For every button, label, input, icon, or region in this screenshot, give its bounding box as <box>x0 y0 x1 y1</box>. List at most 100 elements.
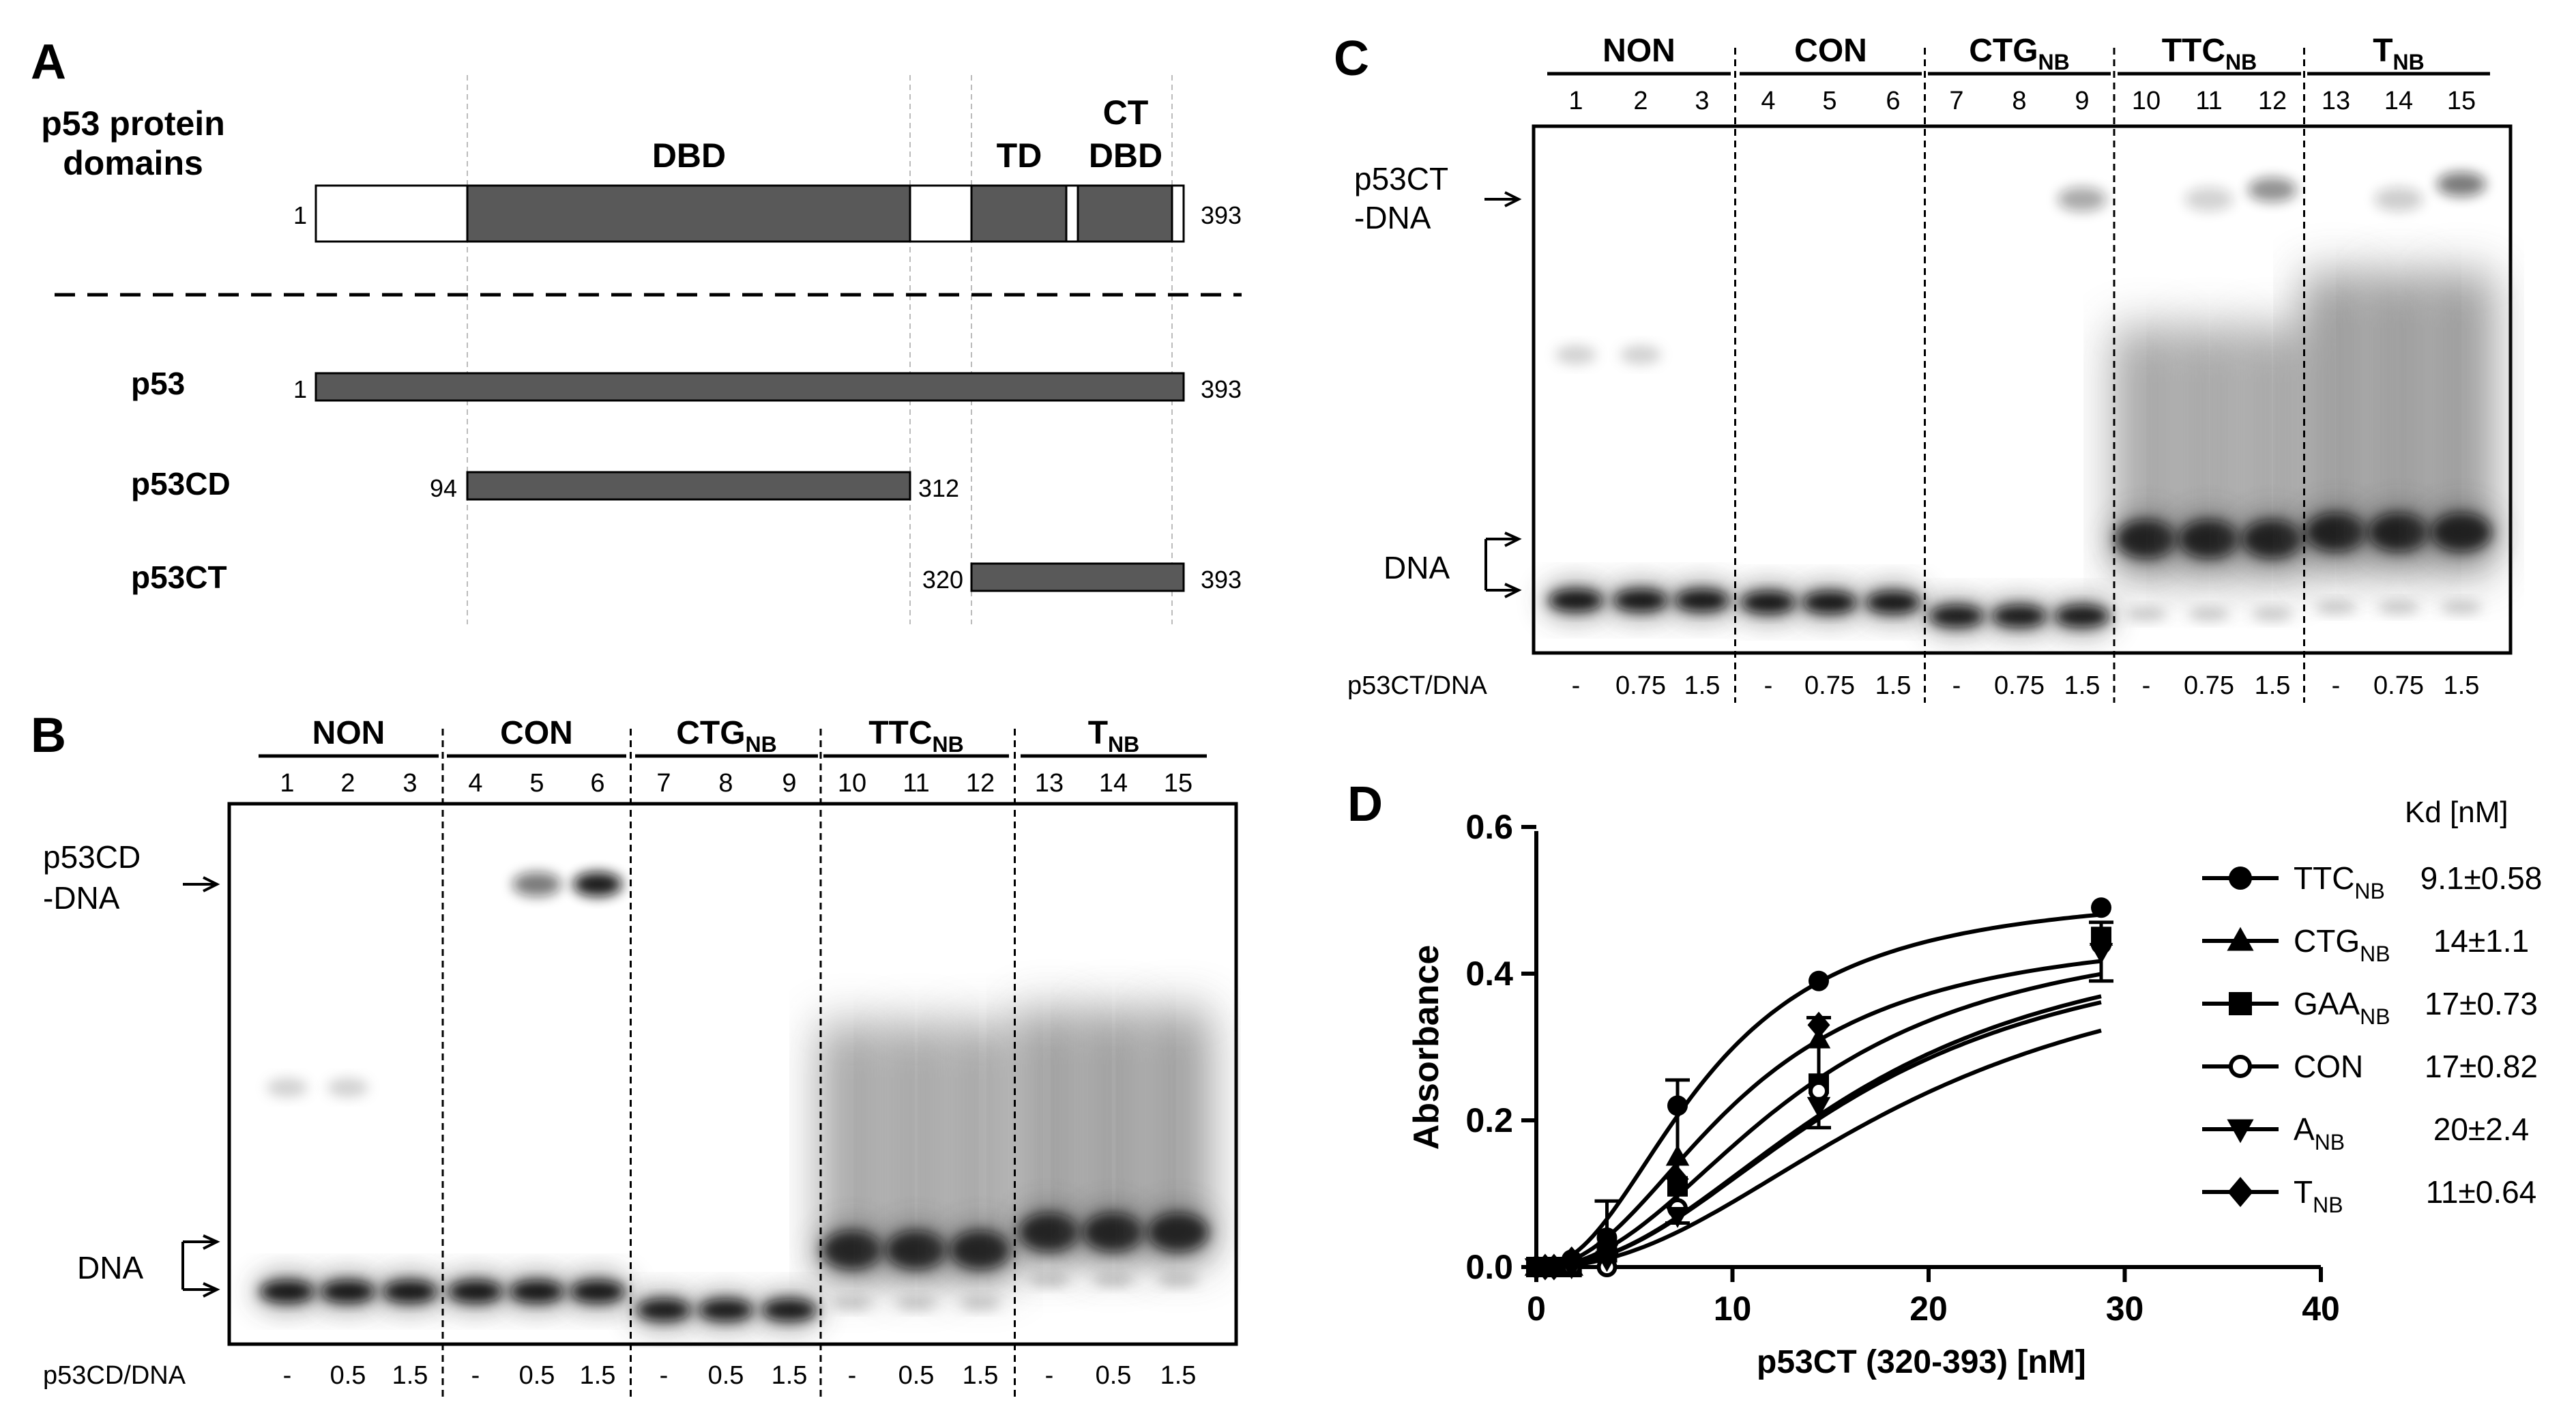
ratio-value: - <box>1572 671 1581 700</box>
legend-label: CTGNB <box>2294 923 2390 966</box>
ratio-value: 0.5 <box>519 1361 555 1390</box>
lower-band <box>960 1296 1001 1310</box>
x-tick-label: 10 <box>1714 1290 1752 1328</box>
complex-band <box>2184 187 2234 212</box>
legend-kd-value: 11±0.64 <box>2426 1174 2537 1210</box>
group-label-ttc: TTCNB <box>2162 33 2257 74</box>
legend-kd-value: 20±2.4 <box>2433 1111 2529 1147</box>
lane-number: 6 <box>1886 87 1900 115</box>
faint-band <box>1555 345 1596 364</box>
dna-band <box>510 1281 564 1303</box>
dna-band <box>1019 1213 1079 1251</box>
legend-item-a-nb: ANB 20±2.4 <box>2202 1111 2529 1154</box>
construct-p53cd: p53CD 94 312 <box>131 466 959 502</box>
ratio-value: - <box>1764 671 1773 700</box>
gel-lane <box>631 1291 697 1329</box>
legend-item-ctg-nb: CTGNB 14±1.1 <box>2202 923 2529 966</box>
dna-band <box>1802 592 1857 613</box>
legend-kd-value: 14±1.1 <box>2433 923 2529 959</box>
group-label-subscript: NB <box>2393 50 2425 74</box>
x-axis-label: p53CT (320-393) [nM] <box>1757 1344 2086 1380</box>
lower-band <box>2252 607 2293 621</box>
dna-band <box>2369 513 2429 551</box>
lane-number: 13 <box>2322 87 2350 115</box>
ratio-value: - <box>1952 671 1961 700</box>
group-label-con: CON <box>1794 33 1867 69</box>
panel-d-letter: D <box>1347 777 1383 832</box>
ratio-value: 0.75 <box>2184 671 2234 700</box>
fit-curve-a-nb <box>1536 1028 2102 1269</box>
gel-lane <box>377 1272 443 1311</box>
data-point-a-nb <box>1665 1207 1690 1228</box>
circle-icon <box>2229 867 2252 890</box>
legend-kd-value: 17±0.82 <box>2425 1049 2538 1084</box>
group-label-non: NON <box>1602 33 1675 69</box>
group-label-ttc: TTCNB <box>868 715 964 757</box>
data-point-ctg-nb <box>1665 1144 1690 1166</box>
legend-kd-value: 17±0.73 <box>2425 986 2538 1021</box>
data-points <box>1524 897 2113 1281</box>
dna-band <box>762 1299 817 1321</box>
lane-number: 10 <box>2132 87 2161 115</box>
ratio-value: - <box>660 1361 669 1390</box>
faint-band <box>267 1078 308 1097</box>
lane-number: 1 <box>280 769 294 798</box>
dna-band <box>699 1299 753 1321</box>
gel-lane <box>315 1078 381 1311</box>
gel-lane <box>2049 187 2115 635</box>
dna-band <box>886 1231 946 1269</box>
lower-band <box>1029 1273 1070 1287</box>
lane-number: 11 <box>2195 87 2222 115</box>
gel-c-lanes <box>1543 172 2497 635</box>
square-icon <box>2229 992 2252 1015</box>
dna-band <box>2116 520 2176 558</box>
legend-label: CON <box>2294 1049 2363 1084</box>
lane-number: 4 <box>468 769 482 798</box>
lane-number: 8 <box>2012 87 2026 115</box>
lower-band <box>2315 600 2356 614</box>
ratio-value: - <box>2332 671 2341 700</box>
legend-label: TTCNB <box>2294 860 2385 903</box>
gel-lane <box>1078 1010 1149 1287</box>
gel-lane <box>2111 328 2182 621</box>
lane-number: 2 <box>340 769 355 798</box>
gel-lane <box>1924 597 1989 635</box>
dna-label-b: DNA <box>77 1250 143 1285</box>
ratio-value: 1.5 <box>1875 671 1912 700</box>
gel-lane <box>1143 1010 1214 1287</box>
lane-number: 8 <box>718 769 733 798</box>
construct-p53cd-name: p53CD <box>131 466 231 501</box>
lower-band <box>2189 607 2229 621</box>
domains-title-line1: p53 protein <box>41 104 224 143</box>
construct-p53ct-bar <box>970 562 1185 592</box>
panel-c-letter: C <box>1334 31 1369 86</box>
panel-b-letter: B <box>31 708 66 763</box>
complex-band <box>573 872 622 897</box>
x-tick-label: 30 <box>2106 1290 2144 1328</box>
group-label-t: TNB <box>2373 33 2425 74</box>
dna-band <box>2179 520 2239 558</box>
lane-number: 5 <box>1822 87 1836 115</box>
td-label: TD <box>997 136 1042 175</box>
ratio-value: 0.5 <box>898 1361 935 1390</box>
dna-band <box>1549 590 1603 611</box>
domain-start: 1 <box>293 201 307 229</box>
data-point-t-nb <box>1560 1246 1583 1273</box>
ratio-value: 0.5 <box>1096 1361 1132 1390</box>
group-label-subscript: NB <box>2038 50 2070 74</box>
lane-number: 13 <box>1035 769 1064 798</box>
lower-band <box>1093 1273 1134 1287</box>
p53cd-dna-arrow <box>183 876 220 892</box>
dna-band <box>448 1281 503 1303</box>
lane-number: 5 <box>529 769 544 798</box>
gel-lane <box>1543 345 1609 620</box>
gel-lane <box>945 1023 1016 1310</box>
ct-dbd-label-line2: DBD <box>1089 136 1162 175</box>
dna-band <box>1866 592 1920 613</box>
gel-lane <box>254 1078 320 1311</box>
gel-lane <box>1987 597 2052 635</box>
faint-band <box>327 1078 368 1097</box>
data-point-ttc-nb <box>1809 970 1829 991</box>
